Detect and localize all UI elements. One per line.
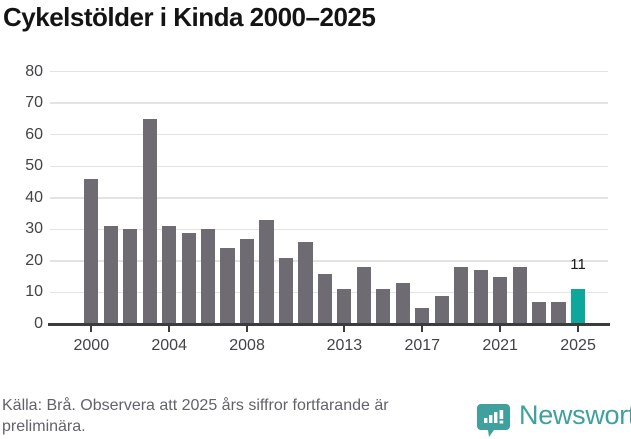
bar-2011 [298, 241, 313, 324]
y-gridline [50, 102, 608, 104]
bar-2004 [162, 226, 177, 324]
bar-2021 [493, 276, 508, 324]
bar-2000 [84, 178, 99, 324]
x-axis-tick-label: 2008 [229, 337, 265, 354]
bar-2017 [415, 308, 430, 324]
newsworthy-wordmark: Newsworthy [519, 400, 631, 430]
bar-2006 [201, 229, 216, 324]
bar-2001 [103, 226, 118, 324]
bar-2016 [395, 282, 410, 324]
x-axis-tick-label: 2017 [404, 337, 441, 354]
bar-2002 [123, 229, 138, 324]
y-gridline [50, 197, 608, 199]
x-axis-tick-label: 2000 [73, 337, 110, 354]
bar-2010 [278, 257, 294, 324]
x-axis-tick [343, 325, 346, 332]
y-axis-tick-label: 0 [34, 315, 43, 332]
bar-2019 [454, 267, 469, 324]
y-axis-tick-label: 30 [25, 220, 43, 238]
bar-2003 [142, 118, 157, 324]
bar-2022 [512, 267, 527, 324]
x-axis-tick [499, 325, 502, 332]
y-gridline [50, 70, 608, 73]
bar-2025 [570, 289, 586, 324]
bar-2023 [532, 301, 547, 324]
x-axis-tick [90, 325, 93, 332]
bar-2024 [551, 301, 566, 324]
bar-2007 [220, 248, 235, 324]
y-axis-tick-label: 80 [25, 62, 43, 80]
bar-2012 [317, 273, 333, 324]
y-gridline [50, 260, 608, 262]
x-axis-tick-label: 2021 [482, 337, 518, 354]
bar-2009 [259, 219, 274, 324]
x-axis-tick-label: 2004 [151, 337, 187, 354]
y-axis-tick-label: 70 [25, 94, 43, 112]
x-axis-line [48, 323, 610, 326]
source-note: Källa: Brå. Observera att 2025 års siffr… [2, 397, 389, 435]
y-gridline [50, 228, 608, 231]
y-gridline [50, 165, 608, 167]
bar-2013 [337, 289, 352, 324]
newsworthy-logo-icon [477, 404, 510, 437]
newsworthy-brand: Newsworthy [477, 400, 631, 439]
x-axis-tick [246, 325, 249, 332]
x-axis-tick-label: 2025 [560, 337, 596, 354]
y-gridline [50, 133, 608, 136]
y-axis-tick-label: 10 [25, 283, 43, 301]
bar-2005 [181, 232, 196, 324]
bar-2015 [376, 289, 391, 324]
x-axis-tick-label: 2013 [326, 337, 363, 354]
bar-chart-plot-area: 0 10 20 30 40 50 60 70 80 11 2000 2004 2008 2013 2017 2… [25, 62, 610, 354]
highlight-value-label: 11 [570, 256, 586, 274]
y-axis-tick-label: 50 [25, 157, 43, 175]
bar-2008 [239, 238, 255, 324]
y-axis-tick-label: 60 [25, 125, 43, 143]
x-axis-tick [421, 325, 424, 332]
bar-2020 [473, 270, 488, 324]
x-axis-tick [577, 325, 580, 332]
chart-title: Cykelstölder i Kinda 2000–2025 [3, 2, 376, 32]
x-axis-tick [168, 325, 171, 332]
y-axis-tick-label: 40 [25, 188, 43, 206]
bar-2018 [434, 295, 449, 324]
bar-2014 [356, 267, 371, 324]
y-axis-tick-label: 20 [25, 251, 43, 269]
